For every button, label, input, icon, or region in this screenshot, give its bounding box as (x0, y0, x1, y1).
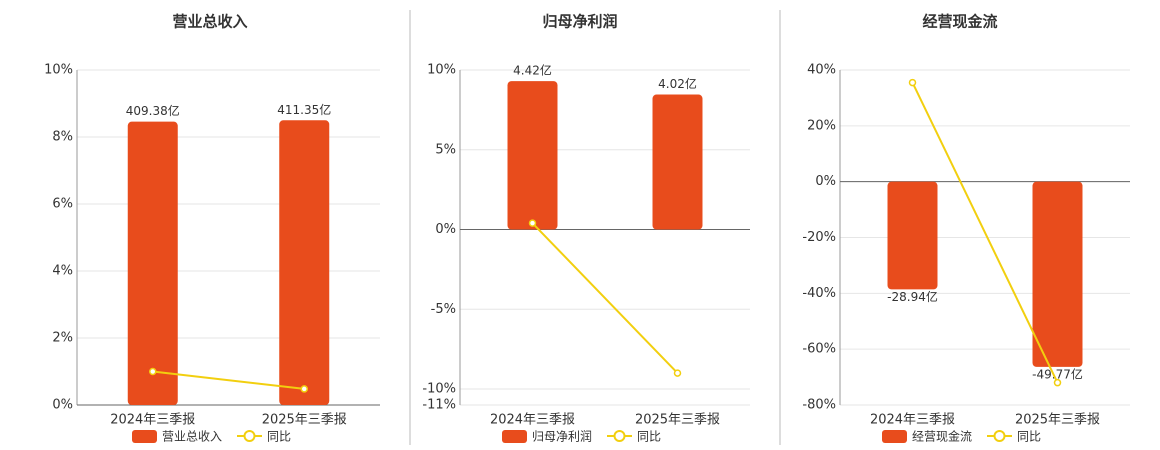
line-point (300, 385, 308, 393)
line-point (673, 369, 682, 377)
line-point (1053, 378, 1062, 387)
legend-swatch (502, 430, 527, 443)
bar-value-label: 4.02亿 (658, 76, 697, 91)
bar (652, 94, 703, 230)
bar-value-label: -49.77亿 (1032, 366, 1083, 381)
y-tick-label: -5% (431, 302, 456, 317)
legend-swatch (993, 430, 1006, 442)
bar (1032, 181, 1083, 367)
legend-swatch (243, 430, 256, 442)
x-tick-label: 2025年三季报 (635, 413, 720, 428)
line-point (908, 78, 917, 87)
y-tick-label: 0% (52, 398, 73, 413)
x-tick-label: 2024年三季报 (110, 413, 195, 428)
line (531, 222, 679, 374)
legend-label: 营业总收入 (162, 430, 222, 444)
x-tick-label: 2024年三季报 (490, 413, 575, 428)
x-tick-label: 2025年三季报 (1015, 413, 1100, 428)
y-tick-label: 5% (435, 142, 456, 157)
x-tick-label: 2024年三季报 (870, 413, 955, 428)
bar (279, 120, 330, 405)
y-tick-label: 20% (807, 118, 836, 133)
legend-label: 同比 (1017, 430, 1041, 444)
y-tick-label: 10% (427, 63, 456, 78)
y-tick-label: 0% (435, 222, 456, 237)
y-tick-label: -11% (422, 398, 456, 413)
line (911, 82, 1059, 384)
y-tick-label: -40% (802, 286, 836, 301)
legend-swatch (613, 430, 626, 442)
bar-value-label: 4.42亿 (513, 63, 552, 78)
bar (507, 81, 558, 230)
legend-label: 同比 (637, 430, 661, 444)
y-tick-label: -10% (422, 382, 456, 397)
bar (127, 121, 178, 406)
line-point (149, 367, 157, 376)
y-tick-label: 0% (815, 174, 836, 189)
legend-label: 同比 (267, 430, 291, 444)
bar (887, 181, 938, 290)
legend-swatch (132, 430, 157, 443)
bar-value-label: -28.94亿 (887, 289, 938, 304)
y-tick-label: -60% (802, 342, 836, 357)
bar-value-label: 409.38亿 (126, 103, 180, 118)
legend-label: 归母净利润 (532, 430, 592, 444)
y-tick-label: 8% (52, 130, 73, 145)
bar-value-label: 411.35亿 (277, 102, 331, 117)
y-tick-label: -80% (802, 398, 836, 413)
y-tick-label: 40% (807, 63, 836, 78)
y-tick-label: 10% (44, 63, 73, 78)
line-point (528, 219, 537, 227)
y-tick-label: 6% (52, 197, 73, 212)
y-tick-label: 2% (52, 331, 73, 346)
chart-title: 归母净利润 (542, 13, 617, 31)
x-tick-label: 2025年三季报 (262, 413, 347, 428)
chart-title: 经营现金流 (922, 13, 997, 31)
chart-title: 营业总收入 (172, 13, 247, 31)
y-tick-label: 4% (52, 264, 73, 279)
legend-label: 经营现金流 (912, 429, 972, 444)
y-tick-label: -20% (802, 230, 836, 245)
line (152, 370, 305, 390)
legend-swatch (882, 430, 907, 443)
